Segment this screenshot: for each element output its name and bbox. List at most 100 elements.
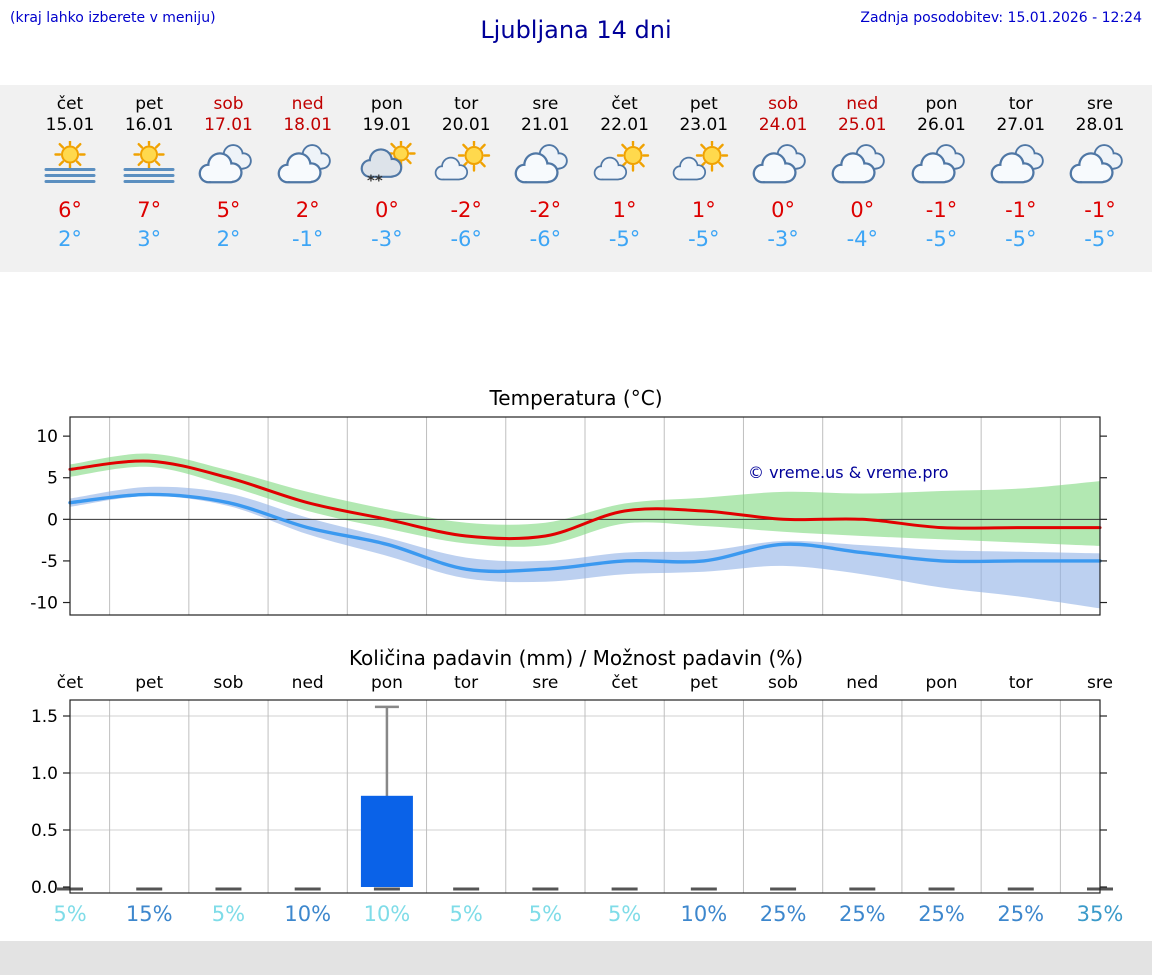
high-temp: 1° — [691, 198, 716, 222]
forecast-day-column: tor 20.01 -2° -6° — [423, 85, 509, 252]
forecast-day-column: ned 18.01 2° -1° — [265, 85, 351, 252]
precipitation-chart: čet pet sob ned pon tor sre čet pet sob ned pon tor s… — [0, 668, 1152, 940]
weather-icon — [1057, 141, 1143, 190]
weather-icon — [740, 141, 826, 190]
day-name: pon — [370, 94, 403, 114]
weather-icon — [27, 138, 113, 190]
low-temp: -6° — [529, 227, 562, 251]
high-temp: 0° — [850, 198, 875, 222]
forecast-day-column: pon 19.01 ** 0° -3° — [344, 85, 430, 252]
probability-label: 5% — [53, 902, 86, 926]
day-name: sob — [768, 94, 799, 114]
precip-day-label: pet — [690, 673, 718, 693]
cloudy-icon — [277, 144, 331, 184]
day-name: čet — [56, 94, 84, 114]
high-temp: -2° — [529, 198, 562, 222]
baseline-dash — [849, 887, 876, 891]
probability-label: 25% — [918, 902, 965, 926]
low-temp: -5° — [1084, 227, 1116, 251]
forecast-day-column: sre 28.01 -1° -5° — [1057, 85, 1143, 252]
day-date: 27.01 — [996, 115, 1046, 135]
precip-day-label: pon — [371, 673, 403, 693]
low-temp: -5° — [925, 227, 958, 251]
high-temp: 2° — [295, 198, 320, 222]
weather-icon — [502, 141, 588, 190]
forecast-day-column: pet 16.01 7° 3° — [106, 85, 192, 252]
temperature-chart-svg: 10 5 0 -5 -10 © vreme.us & vreme.pro — [30, 416, 1107, 616]
cloudy-icon — [1069, 144, 1123, 184]
baseline-dash — [611, 887, 638, 891]
probability-label: 5% — [212, 902, 245, 926]
y-axis-label: 1.5 — [31, 707, 58, 727]
cloudy-icon — [752, 144, 806, 184]
day-date: 23.01 — [679, 115, 729, 135]
day-name: čet — [611, 94, 638, 114]
high-temp: 7° — [137, 198, 162, 222]
high-temp: 5° — [216, 198, 241, 222]
min-temperature-line — [68, 492, 1102, 574]
forecast-day-column: sob 17.01 5° 2° — [186, 85, 272, 252]
high-temp: -1° — [1005, 198, 1037, 222]
precip-day-label: čet — [611, 673, 638, 693]
location-hint: (kraj lahko izberete v meniju) — [10, 10, 216, 26]
plot-frame — [69, 699, 1101, 894]
baseline-dash — [373, 887, 400, 891]
page-title: Ljubljana 14 dni — [480, 16, 672, 44]
day-date: 16.01 — [124, 115, 174, 135]
forecast-day-column: čet 15.01 6° 2° — [27, 85, 113, 252]
sun-fog-icon — [123, 138, 175, 183]
y-axis-label: -5 — [41, 552, 58, 572]
weather-icon — [423, 139, 509, 190]
forecast-day-column: pet 23.01 1° -5° — [661, 85, 747, 252]
baseline-dash — [532, 887, 559, 891]
y-axis-label: 0.5 — [31, 821, 58, 841]
forecast-day-column: sre 21.01 -2° -6° — [502, 85, 588, 252]
baseline-dash — [770, 887, 797, 891]
baseline-dash — [928, 887, 955, 891]
baseline-dash — [136, 887, 163, 891]
watermark-link[interactable]: © vreme.us & vreme.pro — [748, 463, 949, 482]
probability-label: 25% — [839, 902, 886, 926]
sun-cloud-icon — [434, 139, 491, 181]
probability-label: 10% — [284, 902, 331, 926]
precipitation-chart-svg: čet pet sob ned pon tor sre čet pet sob ned pon tor s… — [31, 673, 1123, 926]
forecast-day-column: pon 26.01 -1° -5° — [899, 85, 985, 252]
forecast-strip: čet 15.01 6° 2° pet 16.01 7° 3° sob 17.01 5° 2° ned 1… — [0, 85, 1152, 272]
cloudy-icon — [198, 144, 252, 184]
y-axis-label: -10 — [30, 594, 58, 614]
sun-cloud-icon — [593, 139, 649, 181]
weather-icon — [661, 139, 747, 190]
weather-icon — [265, 141, 351, 190]
high-temp: 0° — [374, 198, 399, 222]
snow-sun-icon: ** — [360, 138, 416, 190]
sun-cloud-icon — [672, 139, 728, 181]
day-date: 26.01 — [917, 115, 966, 135]
temperature-chart-title: Temperatura (°C) — [489, 386, 663, 410]
probability-label: 10% — [681, 902, 728, 926]
low-temp: 2° — [216, 227, 241, 251]
day-date: 25.01 — [837, 115, 887, 135]
precip-day-label: tor — [1009, 673, 1033, 693]
y-axis-label: 0 — [47, 510, 58, 530]
high-temp: -2° — [450, 198, 482, 222]
weather-icon — [819, 141, 905, 190]
day-date: 17.01 — [204, 115, 253, 135]
svg-text:**: ** — [367, 172, 383, 189]
precip-day-label: sre — [532, 673, 558, 693]
low-temp: -5° — [688, 227, 720, 251]
forecast-day-column: tor 27.01 -1° -5° — [978, 85, 1064, 252]
low-temp: 3° — [137, 227, 162, 251]
max-uncertainty-band — [70, 453, 1100, 547]
weather-icon — [106, 138, 192, 190]
day-date: 24.01 — [758, 115, 808, 135]
day-date: 28.01 — [1075, 115, 1125, 135]
precip-day-label: tor — [454, 673, 478, 693]
cloudy-icon — [515, 144, 569, 184]
precipitation-chart-title: Količina padavin (mm) / Možnost padavin … — [348, 646, 804, 670]
day-date: 18.01 — [283, 115, 333, 135]
y-axis-label: 1.0 — [31, 764, 58, 784]
low-temp: -5° — [608, 227, 641, 251]
forecast-day-column: sob 24.01 0° -3° — [740, 85, 826, 252]
precip-day-label: sob — [213, 673, 243, 693]
precip-day-label: ned — [292, 673, 324, 693]
